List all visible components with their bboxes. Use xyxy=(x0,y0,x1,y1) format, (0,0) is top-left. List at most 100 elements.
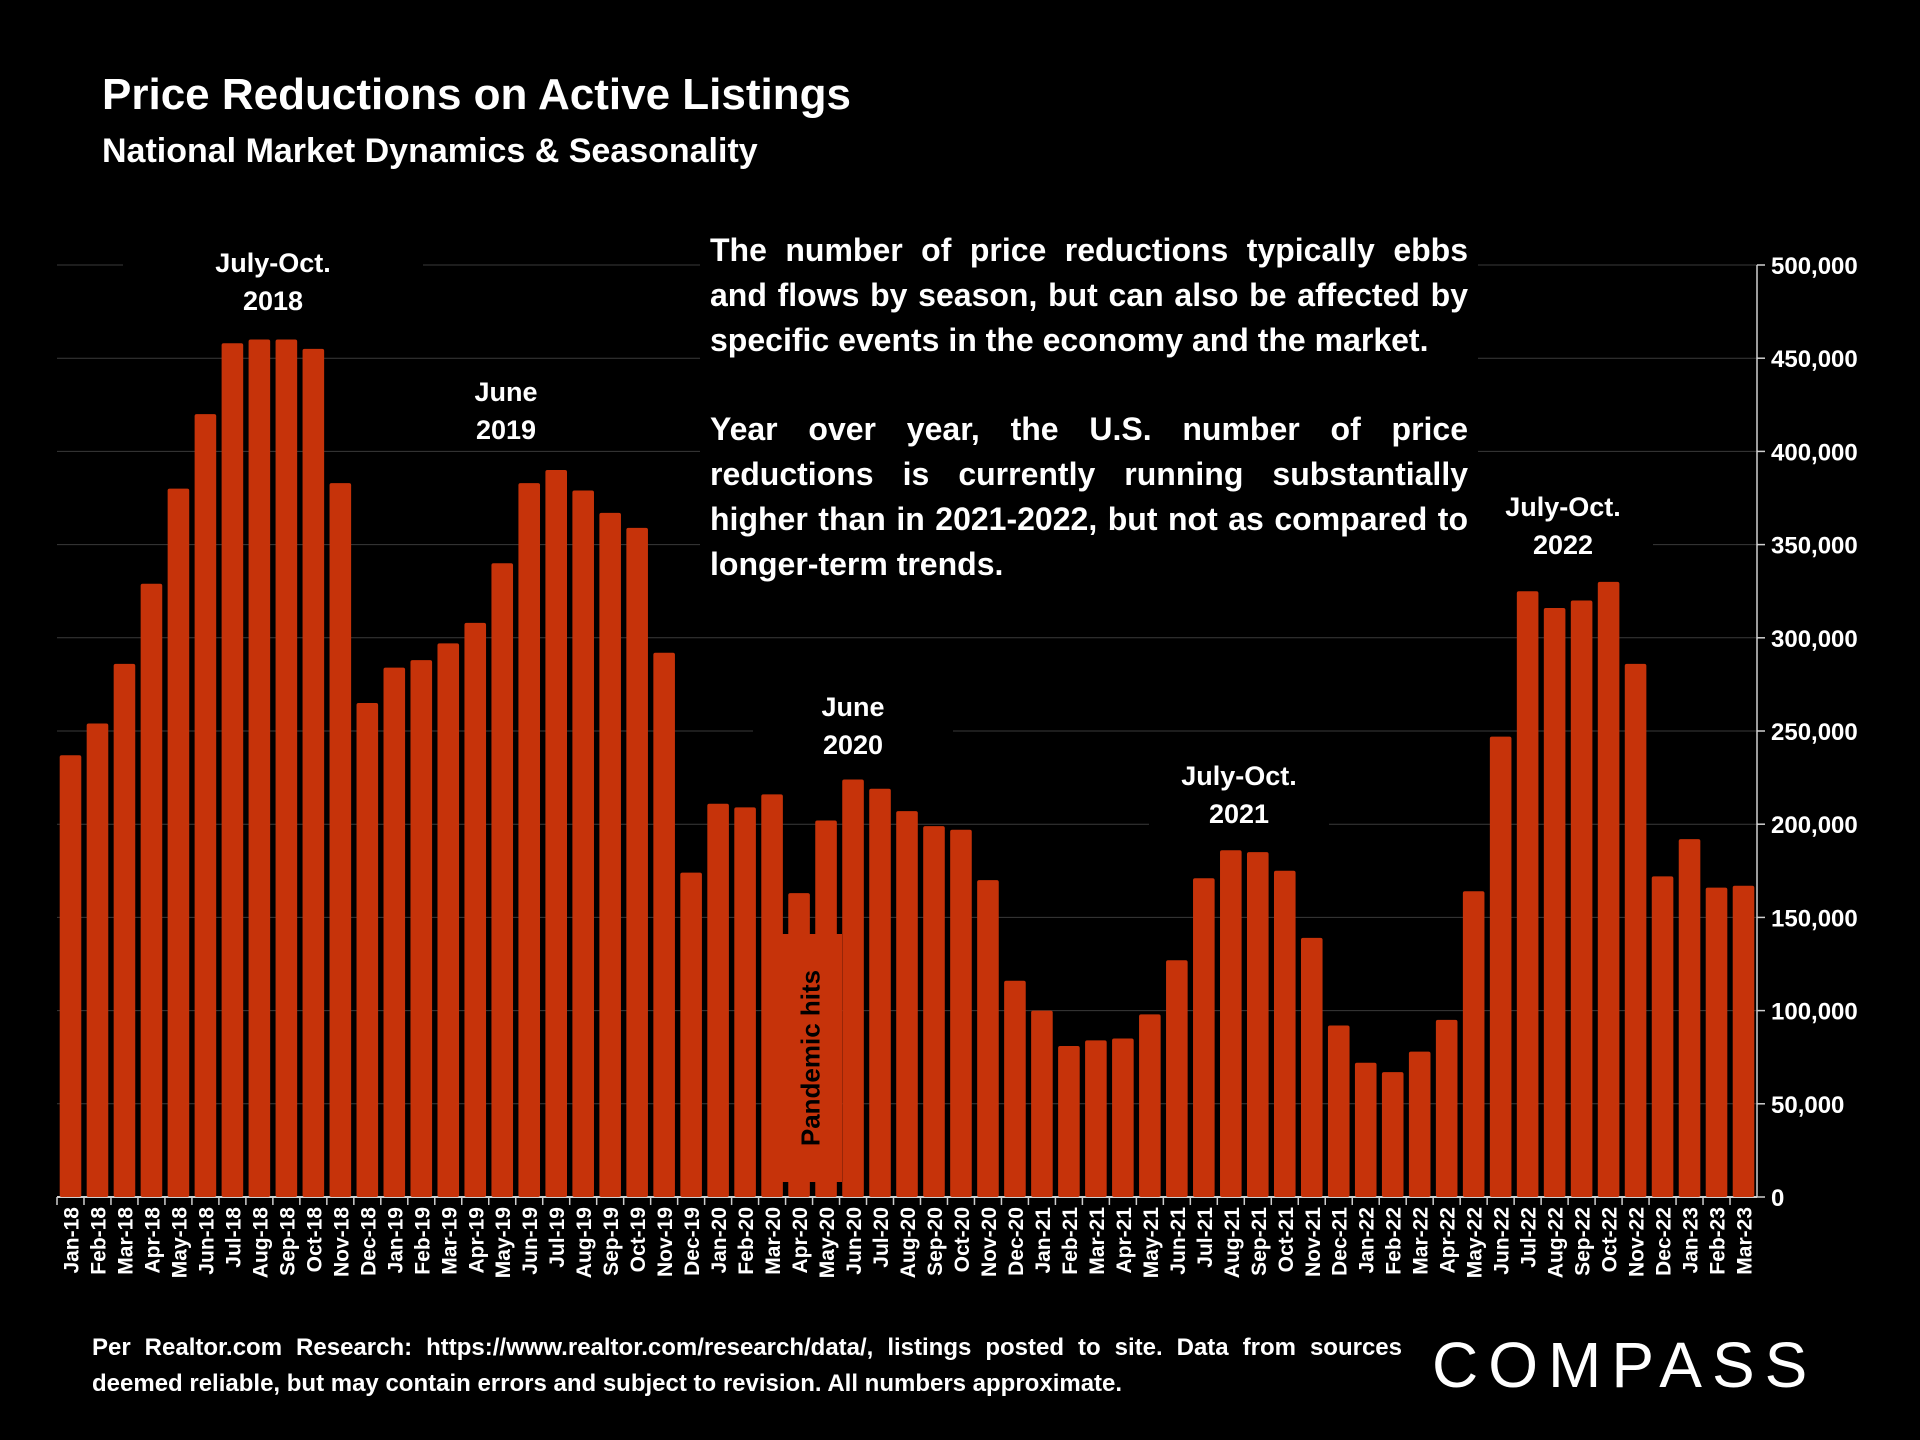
bar xyxy=(1624,663,1647,1197)
bar xyxy=(1354,1062,1377,1197)
x-tick-label: Jul-21 xyxy=(1194,1207,1217,1268)
bar xyxy=(491,563,514,1197)
x-tick-label: Dec-20 xyxy=(1005,1207,1028,1276)
annotation-2018: July-Oct. 2018 xyxy=(123,244,423,320)
x-tick-label: Aug-20 xyxy=(897,1207,920,1278)
x-tick-label: Feb-21 xyxy=(1059,1207,1082,1275)
annotation-2020-line1: June xyxy=(821,692,885,722)
description-text: The number of price reductions typically… xyxy=(700,228,1478,631)
x-tick-label: Dec-22 xyxy=(1653,1207,1676,1276)
x-tick-label: Aug-22 xyxy=(1545,1207,1568,1278)
x-tick-label: Sep-21 xyxy=(1248,1207,1271,1276)
bar xyxy=(572,490,594,1197)
description-paragraph-2: Year over year, the U.S. number of price… xyxy=(710,411,1468,582)
bar xyxy=(1327,1025,1350,1197)
x-tick-label: Jun-18 xyxy=(195,1207,218,1275)
bar xyxy=(1031,1010,1053,1197)
x-axis: Jan-18 Feb-18 Mar-18 Apr-18 May-18 Jun-18 Jul-… xyxy=(56,1197,1757,1279)
bar xyxy=(734,807,756,1197)
chart-subtitle: National Market Dynamics & Seasonality xyxy=(102,132,758,170)
x-tick-label: Mar-22 xyxy=(1410,1207,1433,1275)
x-tick-label: Sep-22 xyxy=(1572,1207,1595,1276)
bar xyxy=(1705,887,1728,1197)
bar xyxy=(1112,1038,1134,1197)
x-tick-label: Jun-21 xyxy=(1167,1207,1190,1275)
x-tick-label: Mar-19 xyxy=(438,1207,461,1275)
bar xyxy=(869,788,891,1197)
bar xyxy=(221,343,244,1198)
x-tick-label: Jun-20 xyxy=(843,1207,866,1275)
bar xyxy=(1247,852,1269,1197)
x-tick-label: May-18 xyxy=(168,1207,191,1279)
annotation-2018-line2: 2018 xyxy=(242,286,304,316)
y-tick-label: 100,000 xyxy=(1771,999,1858,1026)
bar xyxy=(329,483,352,1197)
x-tick-label: Nov-22 xyxy=(1626,1207,1649,1277)
y-tick-label: 250,000 xyxy=(1771,719,1858,746)
bar xyxy=(410,660,433,1197)
bar xyxy=(518,483,541,1197)
bar xyxy=(356,703,379,1197)
bar xyxy=(545,470,567,1197)
x-tick-label: Jan-20 xyxy=(708,1207,731,1274)
x-tick-label: Jun-19 xyxy=(519,1207,542,1275)
description-paragraph-1: The number of price reductions typically… xyxy=(710,232,1468,358)
bar xyxy=(923,826,945,1197)
bar xyxy=(1220,850,1242,1197)
x-tick-label: Sep-18 xyxy=(276,1207,299,1276)
annotation-2019-line1: June xyxy=(474,377,538,407)
annotation-2021: July-Oct. 2021 xyxy=(1149,757,1329,833)
bar xyxy=(194,414,217,1197)
bar xyxy=(113,663,136,1197)
annotation-2021-line2: 2021 xyxy=(1208,799,1270,829)
x-tick-label: Sep-19 xyxy=(600,1207,623,1276)
x-tick-label: Nov-21 xyxy=(1302,1207,1325,1277)
bar xyxy=(599,512,621,1197)
x-tick-label: May-21 xyxy=(1140,1207,1163,1279)
source-footnote: Per Realtor.com Research: https://www.re… xyxy=(92,1334,1402,1397)
bar xyxy=(248,339,271,1197)
bar xyxy=(707,803,729,1197)
bar xyxy=(977,880,999,1197)
annotation-2022-line2: 2022 xyxy=(1532,530,1594,560)
x-tick-label: May-20 xyxy=(816,1207,839,1278)
bar xyxy=(302,348,325,1197)
x-tick-label: Jan-19 xyxy=(384,1207,407,1274)
bar xyxy=(1651,876,1674,1197)
bar xyxy=(1462,891,1485,1197)
y-tick-label: 0 xyxy=(1771,1185,1784,1212)
bar xyxy=(383,667,406,1197)
x-tick-label: Feb-18 xyxy=(87,1207,110,1275)
x-tick-label: Mar-23 xyxy=(1734,1207,1757,1275)
bar xyxy=(1139,1014,1161,1197)
pandemic-marker: Pandemic hits xyxy=(780,934,842,1182)
y-axis: 0 50,000 100,000 150,000 200,000 250,000 300,0… xyxy=(1756,253,1858,1212)
bar xyxy=(1489,736,1512,1197)
bar xyxy=(140,583,163,1197)
bar xyxy=(1435,1019,1458,1197)
bar xyxy=(1678,839,1701,1197)
annotation-2020-line2: 2020 xyxy=(822,730,884,760)
bar xyxy=(1408,1051,1431,1197)
x-tick-label: Jul-22 xyxy=(1518,1207,1541,1268)
x-tick-label: Feb-20 xyxy=(735,1207,758,1275)
bar xyxy=(86,723,109,1197)
pandemic-label: Pandemic hits xyxy=(795,969,826,1147)
x-tick-label: Apr-22 xyxy=(1437,1207,1460,1274)
y-tick-label: 200,000 xyxy=(1771,812,1858,839)
annotation-2019: June 2019 xyxy=(406,373,606,449)
compass-logo: COMPASS xyxy=(1432,1329,1818,1401)
x-tick-label: Oct-20 xyxy=(951,1207,974,1272)
x-tick-label: Aug-21 xyxy=(1221,1207,1244,1278)
bar xyxy=(1516,591,1539,1197)
bar xyxy=(680,872,702,1197)
bar xyxy=(1273,870,1296,1197)
x-tick-label: Aug-18 xyxy=(249,1207,272,1278)
bar xyxy=(1300,937,1323,1197)
bar xyxy=(1166,960,1188,1197)
y-tick-label: 500,000 xyxy=(1771,253,1858,280)
bar xyxy=(1058,1046,1080,1197)
x-tick-label: Jul-18 xyxy=(222,1207,245,1268)
x-tick-label: Dec-18 xyxy=(357,1207,380,1276)
bar xyxy=(437,643,460,1197)
